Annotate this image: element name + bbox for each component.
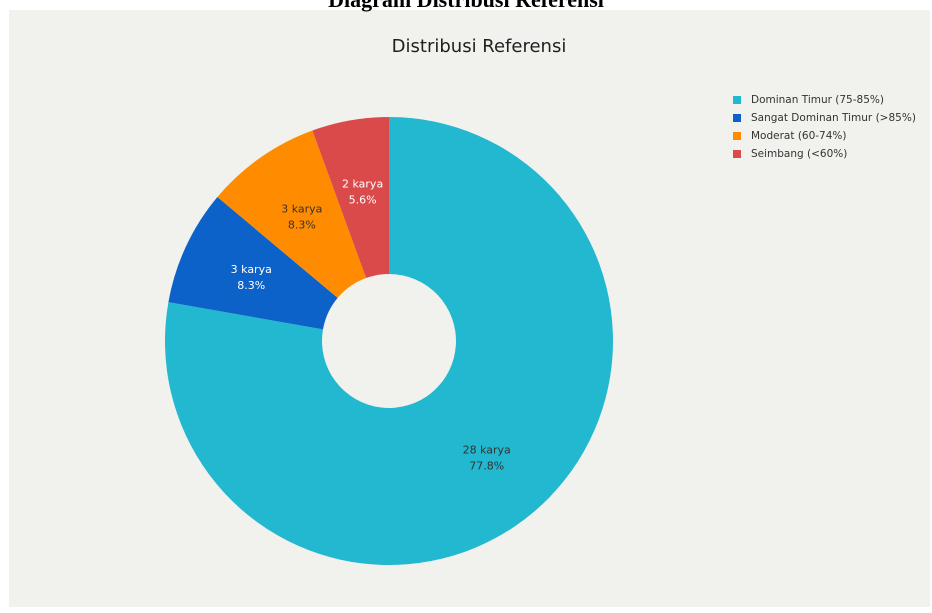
donut-slice[interactable] bbox=[312, 117, 389, 279]
legend-swatch bbox=[733, 150, 741, 158]
legend-swatch bbox=[733, 114, 741, 122]
slice-percent-label: 77.8% bbox=[469, 459, 504, 472]
slice-count-label: 2 karya bbox=[342, 177, 383, 190]
legend-item-seimbang[interactable]: Seimbang (<60%) bbox=[733, 145, 916, 163]
donut-slice[interactable] bbox=[168, 197, 338, 330]
slice-count-label: 3 karya bbox=[231, 263, 272, 276]
legend-label: Seimbang (<60%) bbox=[751, 148, 848, 160]
legend-item-moderat[interactable]: Moderat (60-74%) bbox=[733, 127, 916, 145]
legend-item-dominan-timur[interactable]: Dominan Timur (75-85%) bbox=[733, 91, 916, 109]
legend-item-sangat-dominan-timur[interactable]: Sangat Dominan Timur (>85%) bbox=[733, 109, 916, 127]
legend-swatch bbox=[733, 132, 741, 140]
slice-percent-label: 5.6% bbox=[349, 193, 377, 206]
slice-percent-label: 8.3% bbox=[288, 218, 316, 231]
donut-slice[interactable] bbox=[217, 130, 367, 298]
slice-percent-label: 8.3% bbox=[237, 279, 265, 292]
legend-label: Moderat (60-74%) bbox=[751, 130, 847, 142]
donut-slice[interactable] bbox=[164, 117, 613, 565]
slice-count-label: 3 karya bbox=[281, 202, 322, 215]
legend-label: Sangat Dominan Timur (>85%) bbox=[751, 112, 916, 124]
slice-count-label: 28 karya bbox=[463, 443, 511, 456]
legend: Dominan Timur (75-85%) Sangat Dominan Ti… bbox=[733, 91, 916, 163]
document-heading: Diagram Distribusi Referensi bbox=[0, 0, 932, 12]
legend-label: Dominan Timur (75-85%) bbox=[751, 94, 884, 106]
legend-swatch bbox=[733, 96, 741, 104]
chart-title: Distribusi Referensi bbox=[391, 36, 567, 57]
